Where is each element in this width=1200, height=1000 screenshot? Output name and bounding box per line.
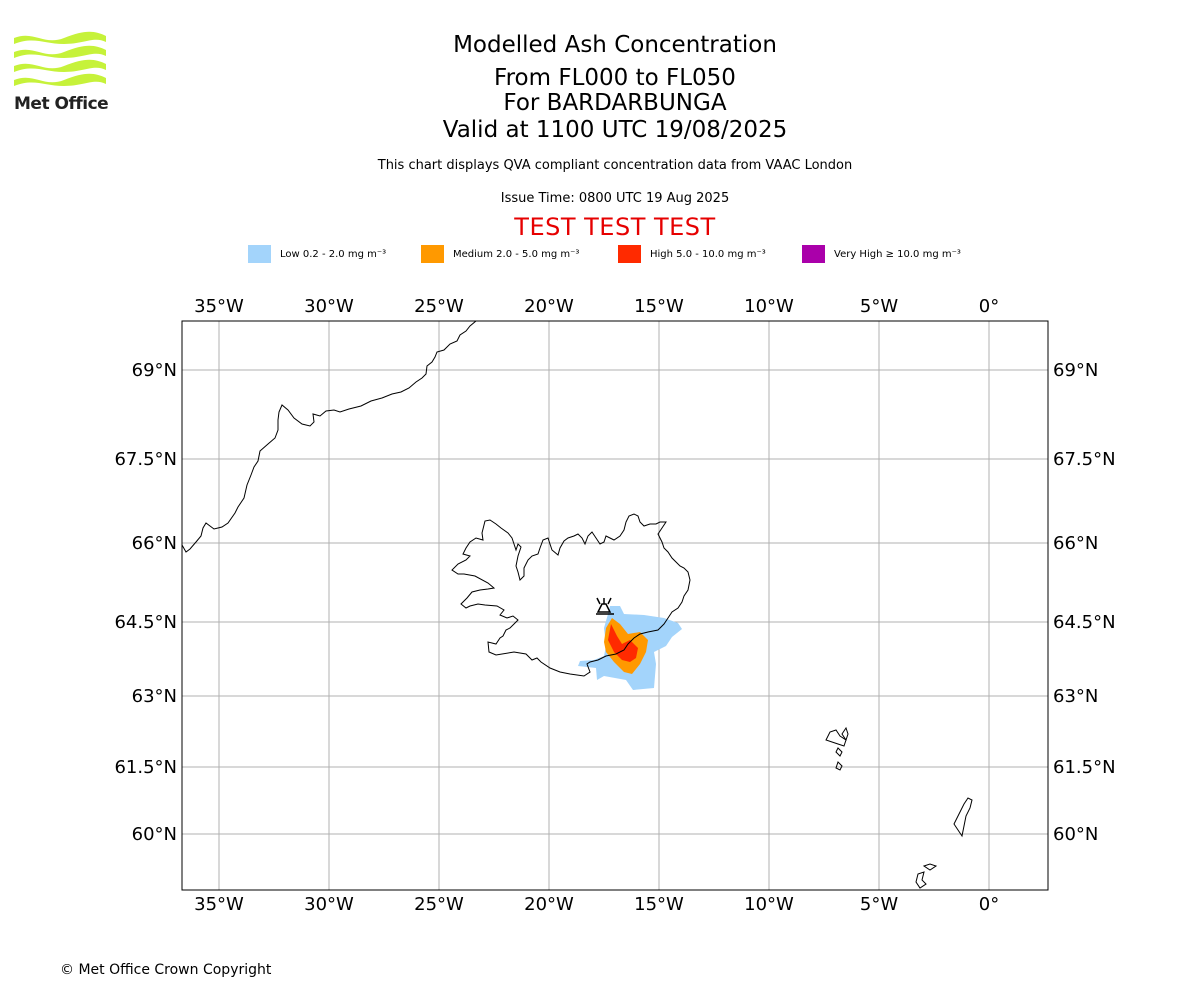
lat-label: 60°N bbox=[132, 824, 177, 845]
lon-label: 5°W bbox=[860, 894, 898, 915]
lon-label: 15°W bbox=[634, 296, 684, 317]
lat-labels-right: 69°N 67.5°N 66°N 64.5°N 63°N 61.5°N 60°N bbox=[1053, 360, 1116, 845]
lon-label: 10°W bbox=[744, 296, 794, 317]
coastline-orkney-2 bbox=[922, 863, 938, 871]
met-office-logo: Met Office bbox=[14, 30, 109, 114]
coastline-greenland bbox=[182, 321, 477, 553]
met-office-logo-text: Met Office bbox=[14, 94, 109, 114]
legend-swatch-high bbox=[618, 245, 641, 263]
volcano-name: For BARDARBUNGA bbox=[503, 90, 727, 116]
lon-label: 20°W bbox=[524, 296, 574, 317]
issue-time: Issue Time: 0800 UTC 19 Aug 2025 bbox=[500, 191, 730, 206]
coastline-orkney bbox=[915, 871, 927, 889]
ash-area-high bbox=[608, 624, 638, 662]
coastline-faroe-3 bbox=[835, 747, 843, 757]
flight-level-range: From FL000 to FL050 bbox=[494, 65, 736, 91]
map-frame bbox=[181, 320, 1049, 891]
chart-title: Modelled Ash Concentration bbox=[453, 32, 777, 58]
lat-label: 60°N bbox=[1053, 824, 1098, 845]
lat-labels-left: 69°N 67.5°N 66°N 64.5°N 63°N 61.5°N 60°N bbox=[114, 360, 177, 845]
lat-label: 63°N bbox=[132, 686, 177, 707]
lat-label: 67.5°N bbox=[114, 449, 177, 470]
coastlines bbox=[182, 321, 973, 889]
legend-swatch-very-high bbox=[802, 245, 825, 263]
legend-label-very-high: Very High ≥ 10.0 mg m⁻³ bbox=[834, 248, 961, 260]
legend-swatch-medium bbox=[421, 245, 444, 263]
lat-label: 61.5°N bbox=[1053, 757, 1116, 778]
lon-label: 20°W bbox=[524, 894, 574, 915]
lon-label: 25°W bbox=[414, 894, 464, 915]
coastline-iceland bbox=[451, 513, 691, 677]
legend-label-medium: Medium 2.0 - 5.0 mg m⁻³ bbox=[453, 248, 580, 260]
chart-description: This chart displays QVA compliant concen… bbox=[377, 158, 853, 173]
lon-label: 25°W bbox=[414, 296, 464, 317]
lat-label: 64.5°N bbox=[1053, 612, 1116, 633]
legend-item-low: Low 0.2 - 2.0 mg m⁻³ bbox=[248, 244, 386, 264]
lon-labels-top: 35°W 30°W 25°W 20°W 15°W 10°W 5°W 0° bbox=[194, 296, 999, 317]
lat-label: 66°N bbox=[1053, 533, 1098, 554]
copyright-notice: © Met Office Crown Copyright bbox=[60, 962, 272, 978]
lon-label: 30°W bbox=[304, 894, 354, 915]
lon-label: 30°W bbox=[304, 296, 354, 317]
lon-label: 0° bbox=[979, 296, 999, 317]
lat-label: 66°N bbox=[132, 533, 177, 554]
lat-label: 69°N bbox=[132, 360, 177, 381]
legend-label-low: Low 0.2 - 2.0 mg m⁻³ bbox=[280, 248, 387, 260]
lon-label: 10°W bbox=[744, 894, 794, 915]
valid-time: Valid at 1100 UTC 19/08/2025 bbox=[442, 117, 788, 143]
test-banner: TEST TEST TEST bbox=[514, 213, 716, 241]
legend-label-high: High 5.0 - 10.0 mg m⁻³ bbox=[650, 248, 766, 260]
lon-label: 35°W bbox=[194, 894, 244, 915]
volcano-icon bbox=[596, 597, 614, 615]
lon-labels-bottom: 35°W 30°W 25°W 20°W 15°W 10°W 5°W 0° bbox=[194, 894, 999, 915]
lat-label: 69°N bbox=[1053, 360, 1098, 381]
lat-label: 63°N bbox=[1053, 686, 1098, 707]
legend-item-medium: Medium 2.0 - 5.0 mg m⁻³ bbox=[421, 244, 579, 264]
lon-label: 15°W bbox=[634, 894, 684, 915]
lon-label: 0° bbox=[979, 894, 999, 915]
lon-label: 35°W bbox=[194, 296, 244, 317]
lon-label: 5°W bbox=[860, 296, 898, 317]
map-gridlines bbox=[182, 321, 1048, 890]
lat-label: 64.5°N bbox=[114, 612, 177, 633]
legend-item-very-high: Very High ≥ 10.0 mg m⁻³ bbox=[802, 244, 961, 264]
coastline-faroe-2 bbox=[841, 726, 849, 742]
concentration-legend: Low 0.2 - 2.0 mg m⁻³ Medium 2.0 - 5.0 mg… bbox=[0, 244, 1200, 264]
legend-swatch-low bbox=[248, 245, 271, 263]
lat-label: 61.5°N bbox=[114, 757, 177, 778]
met-office-waves-icon bbox=[14, 31, 106, 86]
lat-label: 67.5°N bbox=[1053, 449, 1116, 470]
coastline-shetland bbox=[953, 797, 973, 838]
legend-item-high: High 5.0 - 10.0 mg m⁻³ bbox=[618, 244, 766, 264]
coastline-faroe-4 bbox=[835, 761, 843, 771]
